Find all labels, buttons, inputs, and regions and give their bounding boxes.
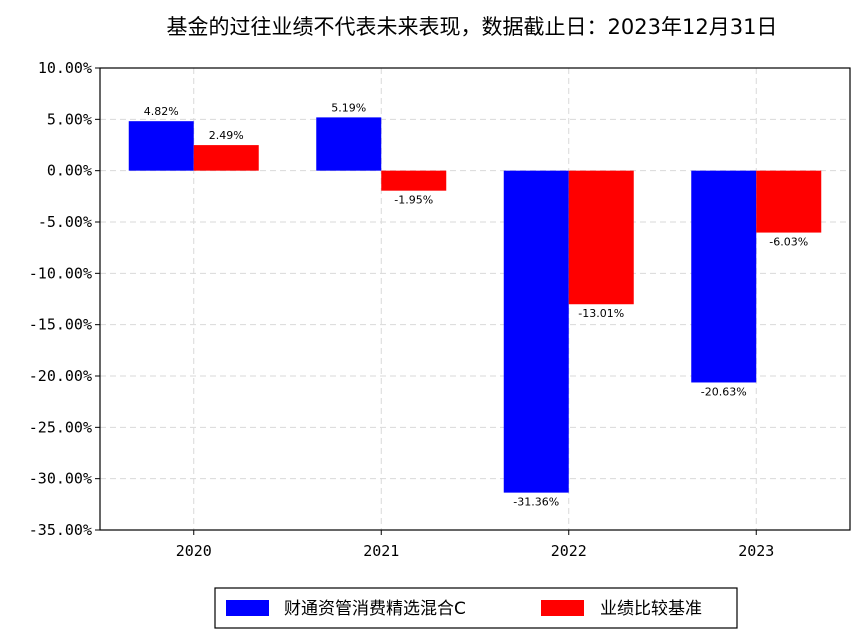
legend-swatch-benchmark — [541, 600, 584, 616]
x-tick-label: 2023 — [738, 542, 774, 560]
legend: 财通资管消费精选混合C 业绩比较基准 — [214, 587, 738, 629]
plot-frame — [99, 67, 851, 531]
bar-fund — [691, 170, 757, 383]
data-label: -6.03% — [769, 236, 808, 249]
y-tick-label: -25.00% — [29, 418, 92, 436]
legend-label-benchmark: 业绩比较基准 — [600, 599, 702, 619]
y-tick-label: -15.00% — [29, 316, 92, 334]
bar-benchmark — [568, 170, 634, 305]
y-axis: 10.00% 5.00% 0.00% -5.00% -10.00% -15.00% -20.… — [29, 59, 100, 539]
x-tick-label: 2020 — [176, 542, 212, 560]
y-tick-label: -20.00% — [29, 367, 92, 385]
legend-frame — [214, 587, 738, 629]
bar-benchmark — [756, 170, 822, 233]
data-label: 2.49% — [209, 129, 244, 142]
bar-fund — [503, 170, 569, 493]
bar-benchmark — [381, 170, 447, 191]
data-label: -20.63% — [701, 385, 747, 398]
data-label: 4.82% — [144, 105, 179, 118]
y-tick-label: -5.00% — [38, 213, 92, 231]
y-tick-label: -30.00% — [29, 470, 92, 488]
y-tick-label: 5.00% — [47, 110, 92, 128]
y-tick-label: -10.00% — [29, 264, 92, 282]
x-tick-label: 2022 — [551, 542, 587, 560]
y-tick-label: -35.00% — [29, 521, 92, 539]
bar-benchmark — [193, 145, 259, 171]
legend-swatch-fund — [226, 600, 269, 616]
x-axis: 2020 2021 2022 2023 — [176, 530, 774, 560]
bar-fund — [128, 121, 194, 171]
legend-label-fund: 财通资管消费精选混合C — [284, 599, 466, 619]
data-label: -1.95% — [394, 194, 433, 207]
data-label: -31.36% — [513, 496, 559, 509]
data-labels: 4.82% 2.49% 5.19% -1.95% -31.36% -13.01% -20.6… — [144, 101, 808, 508]
data-label: -13.01% — [578, 307, 624, 320]
x-tick-label: 2021 — [363, 542, 399, 560]
y-tick-label: 0.00% — [47, 162, 92, 180]
chart-title: 基金的过往业绩不代表未来表现，数据截止日：2023年12月31日 — [167, 15, 778, 39]
data-label: 5.19% — [331, 101, 366, 114]
bars — [128, 117, 822, 493]
bar-fund — [316, 117, 382, 171]
y-tick-label: 10.00% — [38, 59, 92, 77]
